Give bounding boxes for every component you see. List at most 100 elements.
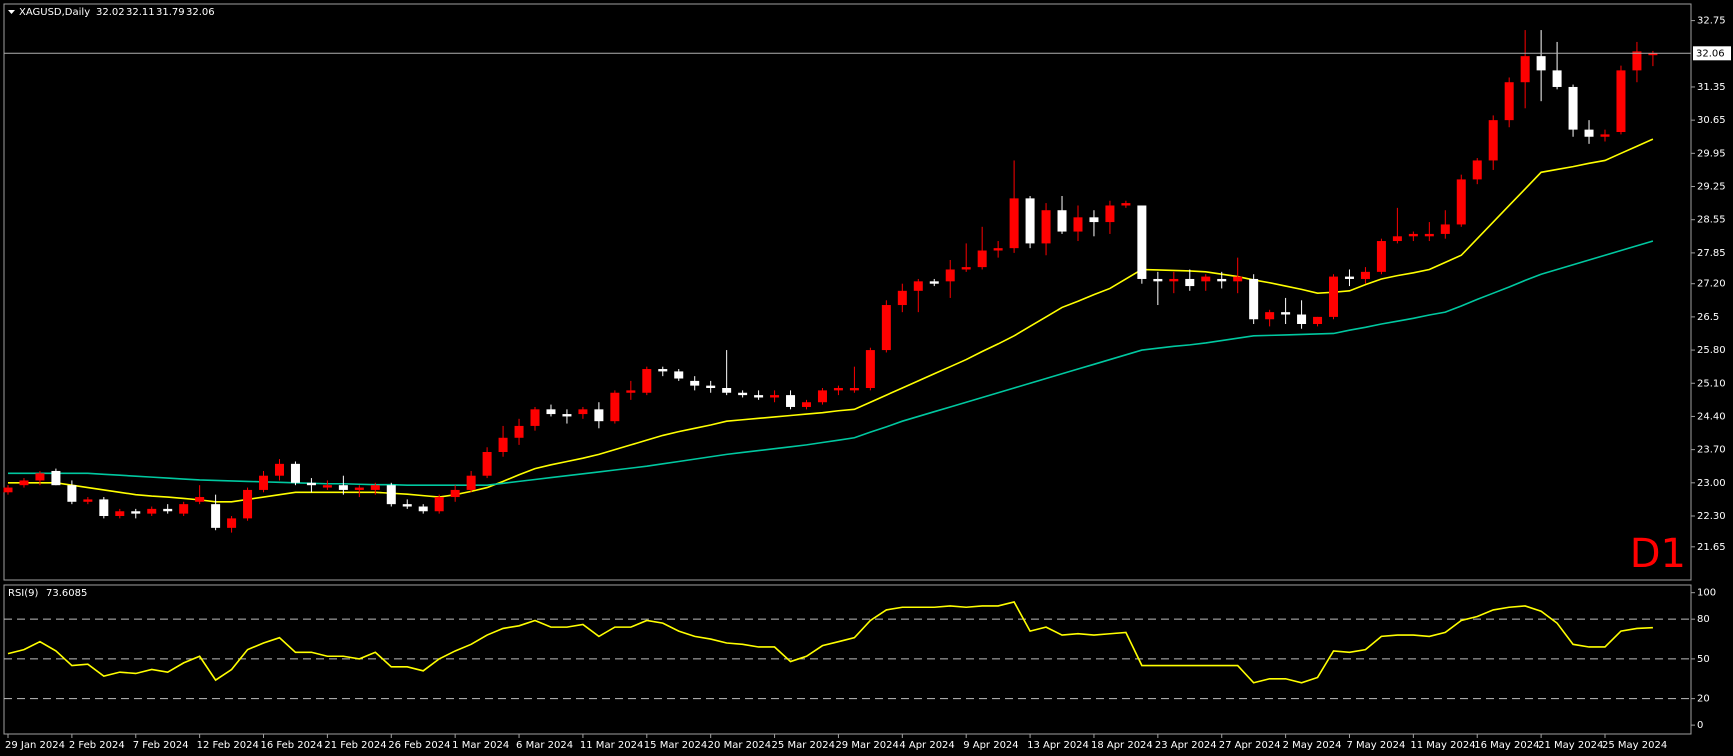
candle-body <box>1249 278 1259 320</box>
candle-body <box>626 390 636 393</box>
candle-body <box>147 508 157 514</box>
candle-body <box>961 267 971 270</box>
candle-body <box>1616 70 1626 132</box>
candle-body <box>1201 276 1211 282</box>
candle-body <box>83 499 93 502</box>
x-tick-label: 29 Mar 2024 <box>835 740 898 751</box>
candle-body <box>99 499 109 516</box>
x-tick-label: 16 May 2024 <box>1474 740 1539 751</box>
candle-body <box>179 504 189 514</box>
candle-body <box>1089 217 1099 223</box>
open-value: 32.02 <box>96 7 125 18</box>
candle-body <box>546 409 556 415</box>
candle-body <box>738 392 748 396</box>
close-value: 32.06 <box>186 7 215 18</box>
x-tick-label: 21 Feb 2024 <box>324 740 386 751</box>
moving-average-line <box>8 240 1654 486</box>
x-tick-label: 6 Mar 2024 <box>516 740 573 751</box>
candle-body <box>1504 82 1514 121</box>
chart-title: XAGUSD,Daily <box>19 7 90 18</box>
candle-body <box>1313 316 1323 324</box>
x-tick-label: 20 Mar 2024 <box>708 740 771 751</box>
candle-body <box>1121 203 1131 206</box>
candle-body <box>274 463 284 476</box>
candle-body <box>929 281 939 284</box>
candle-body <box>67 485 77 502</box>
y-tick-label: 100 <box>1697 588 1716 599</box>
candle-body <box>418 506 428 512</box>
current-price-label: 32.06 <box>1696 48 1725 59</box>
candle-body <box>354 487 364 490</box>
candle-body <box>227 518 237 528</box>
candle-body <box>594 409 604 422</box>
y-tick-label: 22.30 <box>1697 511 1726 522</box>
candle-body <box>849 388 859 391</box>
candle-body <box>881 305 891 351</box>
candle-body <box>466 475 476 490</box>
y-tick-label: 27.20 <box>1697 279 1726 290</box>
candle-body <box>1392 236 1402 242</box>
y-tick-label: 31.35 <box>1697 82 1726 93</box>
candle-body <box>1360 271 1370 279</box>
rsi-panel-frame <box>3 584 1692 735</box>
candle-body <box>514 425 524 438</box>
candle-body <box>658 369 668 372</box>
candle-body <box>722 388 732 393</box>
current-price-box <box>1693 46 1731 61</box>
moving-average-line <box>8 138 1654 503</box>
candle-body <box>1329 276 1339 317</box>
y-tick-label: 80 <box>1697 614 1710 625</box>
candle-body <box>434 497 444 512</box>
candle-body <box>1025 198 1035 244</box>
candle-body <box>754 395 764 398</box>
candle-body <box>1073 217 1083 232</box>
y-tick-label: 25.80 <box>1697 345 1726 356</box>
candle-body <box>833 388 843 391</box>
x-tick-label: 12 Feb 2024 <box>197 740 259 751</box>
candle-body <box>977 250 987 268</box>
menu-arrow[interactable] <box>8 10 15 14</box>
x-tick-label: 26 Feb 2024 <box>388 740 450 751</box>
y-tick-label: 20 <box>1697 694 1710 705</box>
candle-body <box>1520 56 1530 83</box>
y-tick-label: 0 <box>1697 720 1703 731</box>
candle-body <box>450 489 460 498</box>
x-tick-label: 23 Apr 2024 <box>1155 740 1217 751</box>
y-tick-label: 26.5 <box>1697 312 1719 323</box>
x-tick-label: 27 Apr 2024 <box>1219 740 1281 751</box>
candle-body <box>259 475 269 490</box>
y-tick-label: 23.70 <box>1697 445 1726 456</box>
x-tick-label: 11 May 2024 <box>1410 740 1475 751</box>
candle-body <box>386 485 396 505</box>
candle-body <box>51 470 61 486</box>
candle-body <box>786 395 796 407</box>
candle-body <box>1281 312 1291 315</box>
candle-body <box>1488 120 1498 161</box>
y-tick-label: 30.65 <box>1697 115 1726 126</box>
candle-body <box>1376 241 1386 272</box>
candle-body <box>1536 56 1546 71</box>
x-tick-label: 7 May 2024 <box>1346 740 1405 751</box>
candle-body <box>402 504 412 507</box>
x-tick-label: 2 May 2024 <box>1283 740 1342 751</box>
candle-body <box>131 511 141 514</box>
candle-body <box>817 390 827 403</box>
x-tick-label: 16 Feb 2024 <box>261 740 323 751</box>
candle-body <box>1568 86 1578 130</box>
candle-body <box>578 409 588 415</box>
x-tick-label: 11 Mar 2024 <box>580 740 643 751</box>
x-tick-label: 25 Mar 2024 <box>772 740 835 751</box>
y-tick-label: 23.00 <box>1697 478 1726 489</box>
candle-body <box>1552 70 1562 87</box>
candle-body <box>338 485 348 490</box>
x-tick-label: 21 May 2024 <box>1538 740 1603 751</box>
candle-body <box>1600 134 1610 137</box>
x-tick-label: 7 Feb 2024 <box>133 740 189 751</box>
candle-body <box>1137 205 1147 279</box>
candle-body <box>610 392 620 422</box>
candle-body <box>195 497 205 502</box>
x-tick-label: 2 Feb 2024 <box>69 740 125 751</box>
candle-body <box>322 485 332 488</box>
candle-body <box>1169 278 1179 282</box>
candle-body <box>1472 160 1482 180</box>
